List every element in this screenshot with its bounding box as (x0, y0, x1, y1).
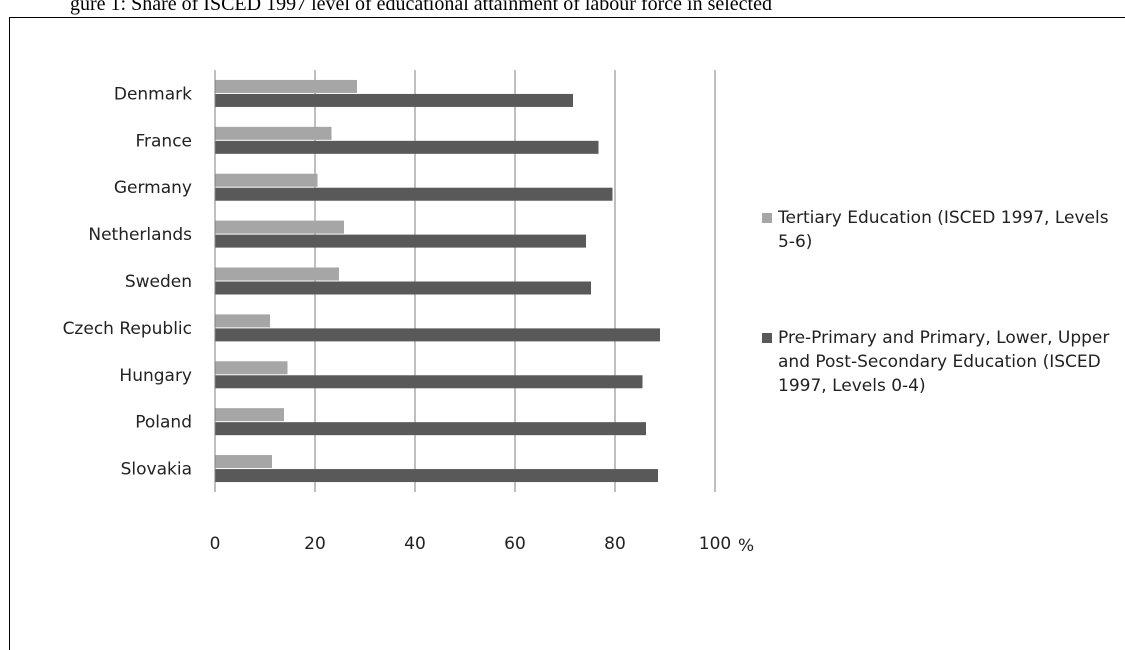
x-tick-label: 60 (504, 534, 526, 554)
x-tick-label: 20 (304, 534, 326, 554)
bar-tertiary (215, 220, 344, 234)
category-label: Sweden (125, 272, 192, 292)
bar-primary-secondary (215, 234, 586, 248)
x-tick-label: 0 (210, 534, 221, 554)
bar-tertiary (215, 314, 270, 328)
bar-primary-secondary (215, 187, 613, 201)
category-label: Denmark (114, 84, 192, 104)
legend-swatch-tertiary (762, 213, 772, 223)
category-label: Hungary (119, 366, 192, 386)
x-tick-label: 40 (404, 534, 426, 554)
bar-primary-secondary (215, 422, 646, 436)
bar-tertiary (215, 455, 272, 469)
bar-tertiary (215, 173, 318, 187)
x-tick-label: 100 (699, 534, 731, 554)
category-label: Poland (135, 413, 192, 433)
category-label: Czech Republic (63, 319, 192, 339)
legend-item-tertiary: Tertiary Education (ISCED 1997, Levels 5… (762, 206, 1122, 254)
x-unit-label: % (738, 536, 754, 556)
bar-primary-secondary (215, 469, 658, 483)
bar-primary-secondary (215, 375, 643, 389)
bar-primary-secondary (215, 140, 599, 154)
bar-tertiary (215, 126, 332, 140)
category-label: Germany (114, 178, 192, 198)
bars (215, 79, 660, 483)
figure-frame (9, 17, 1125, 650)
bar-tertiary (215, 408, 284, 422)
legend-item-primary-secondary: Pre-Primary and Primary, Lower, Upper an… (762, 326, 1122, 398)
bar-primary-secondary (215, 281, 591, 295)
bar-tertiary (215, 79, 357, 93)
category-label: France (135, 131, 192, 151)
legend-label-primary-secondary: Pre-Primary and Primary, Lower, Upper an… (778, 328, 1110, 396)
bar-tertiary (215, 267, 339, 281)
category-labels: Denmark France Germany Netherlands Sweden Cze… (63, 84, 193, 479)
category-label: Netherlands (88, 225, 192, 245)
gridlines (314, 70, 716, 492)
legend-label-tertiary: Tertiary Education (ISCED 1997, Levels 5… (778, 208, 1109, 252)
x-tick-labels: 0 20 40 60 80 100 (210, 534, 732, 554)
category-label: Slovakia (121, 460, 192, 480)
figure-caption: gure 1: Share of ISCED 1997 level of edu… (70, 0, 772, 15)
bar-tertiary (215, 361, 288, 375)
legend-swatch-primary-secondary (762, 333, 772, 343)
bar-primary-secondary (215, 328, 660, 342)
bar-primary-secondary (215, 93, 573, 107)
x-tick-label: 80 (604, 534, 626, 554)
